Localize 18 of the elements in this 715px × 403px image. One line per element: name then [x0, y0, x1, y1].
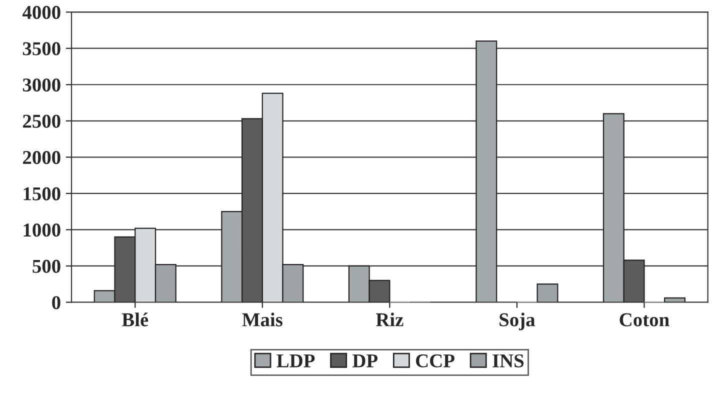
x-tick-label: Riz	[376, 312, 404, 326]
y-tick-label: 4000	[22, 6, 60, 20]
y-tick-label: 3000	[22, 78, 60, 92]
y-tick-label: 1500	[24, 187, 60, 200]
x-tick-label: Mais	[242, 312, 282, 326]
x-tick-label: Coton	[620, 313, 670, 326]
x-tick-label: Blé	[122, 312, 148, 326]
legend-label: CCP	[416, 354, 454, 368]
x-tick-label: Soja	[500, 312, 536, 330]
legend-label: LDP	[276, 354, 315, 368]
y-tick-label: 2500	[23, 114, 60, 128]
y-tick-label: 2000	[23, 150, 60, 164]
legend-label: DP	[352, 354, 378, 368]
legend-label: INS	[492, 354, 524, 368]
y-tick-label: 3500	[22, 42, 60, 56]
y-tick-label: 500	[32, 260, 60, 273]
y-tick-label: 0	[52, 296, 60, 310]
y-tick-label: 1000	[24, 224, 60, 237]
